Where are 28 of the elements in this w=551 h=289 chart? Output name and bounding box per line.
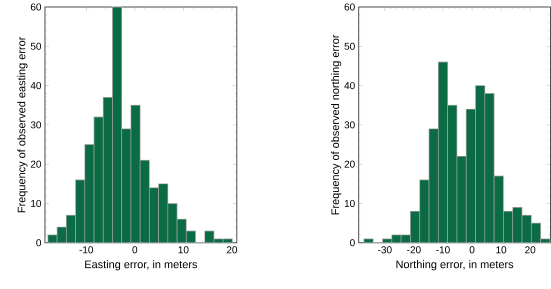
x-axis-title: Easting error, in meters: [85, 260, 198, 270]
x-tick-label: 10: [496, 246, 506, 254]
y-tick-label: 40: [344, 82, 355, 90]
x-tick-label: -30: [378, 246, 392, 254]
y-axis-title: Frequency of observed easting error: [17, 36, 28, 212]
x-axis-title: Northing error, in meters: [396, 260, 514, 270]
y-tick-label: 0: [36, 239, 42, 246]
y-tick-label: 30: [30, 121, 42, 129]
y-tick-label: 50: [30, 42, 42, 50]
x-tick-label: -10: [79, 246, 94, 254]
x-tick-label: 10: [178, 246, 189, 254]
y-tick-label: 40: [30, 82, 42, 90]
x-tick-label: -10: [436, 246, 450, 254]
y-tick-label: 20: [30, 160, 42, 168]
y-axis-title: Frequency of observed northing error: [331, 34, 342, 214]
x-tick-label: 0: [470, 246, 474, 254]
y-tick-label: 0: [350, 239, 355, 246]
y-tick-label: 10: [344, 200, 355, 208]
y-tick-label: 20: [344, 160, 355, 168]
x-tick-label: -20: [407, 246, 421, 254]
y-tick-label: 30: [344, 121, 355, 129]
y-tick-label: 10: [31, 200, 42, 208]
x-tick-label: 20: [226, 246, 238, 254]
y-tick-label: 60: [30, 4, 42, 11]
y-tick-label: 50: [344, 42, 355, 50]
y-tick-label: 60: [344, 4, 355, 11]
x-tick-label: 0: [132, 246, 138, 254]
x-tick-label: 20: [525, 246, 536, 254]
